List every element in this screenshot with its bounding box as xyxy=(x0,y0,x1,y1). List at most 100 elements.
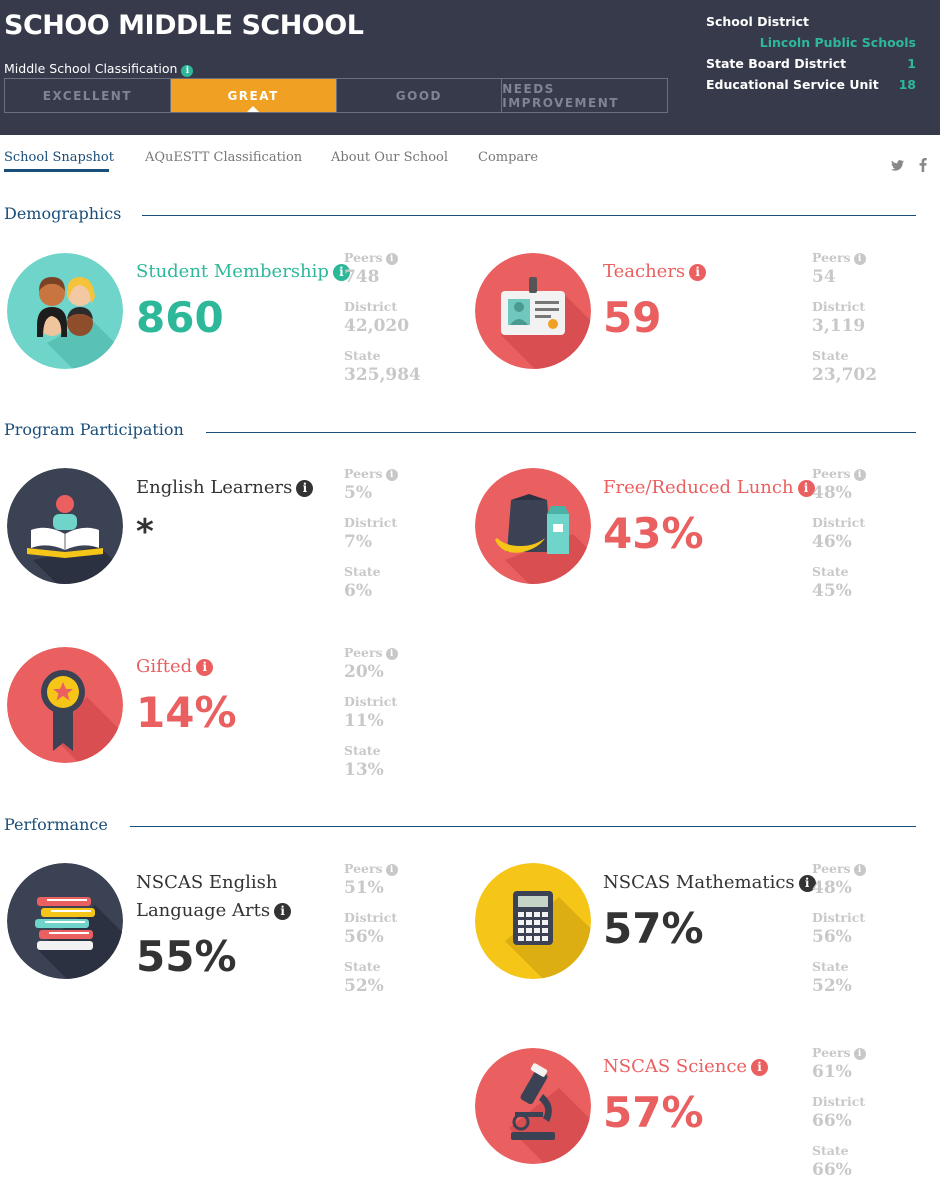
free-reduced-lunch-value: 43% xyxy=(603,509,704,558)
state-label: State xyxy=(812,1143,849,1158)
classification-rating-bar: EXCELLENT GREAT GOOD NEEDS IMPROVEMENT xyxy=(4,78,668,113)
teachers-info-icon[interactable]: i xyxy=(689,264,707,281)
nscas-ela-value: 55% xyxy=(136,932,237,981)
nscas-science-value: 57% xyxy=(603,1088,704,1137)
peers-label: Peers i xyxy=(812,466,866,481)
peers-info-icon[interactable]: i xyxy=(385,469,398,481)
teachers-value: 59 xyxy=(603,293,662,342)
twitter-icon[interactable] xyxy=(891,160,904,175)
free-reduced-lunch-label: Free/Reduced Lunch xyxy=(603,477,794,498)
peers-label: Peers i xyxy=(344,250,398,265)
section-divider xyxy=(130,826,916,827)
peers-value: 54 xyxy=(812,267,836,287)
rating-good[interactable]: GOOD xyxy=(337,79,503,112)
peers-label: Peers i xyxy=(812,1045,866,1060)
peers-info-icon[interactable]: i xyxy=(853,864,866,876)
classification-label: Middle School Classification i xyxy=(4,61,194,77)
school-district-value[interactable]: Lincoln Public Schools xyxy=(759,35,916,50)
metric-title-nscas-ela: NSCAS English Language Arts i xyxy=(136,869,292,925)
state-board-district-value: 1 xyxy=(907,56,916,71)
active-tab-underline xyxy=(4,169,109,172)
classification-label-text: Middle School Classification xyxy=(4,61,178,76)
district-label: District xyxy=(812,910,866,925)
rating-great[interactable]: GREAT xyxy=(170,79,337,112)
peers-label: Peers i xyxy=(344,466,398,481)
peers-info-icon[interactable]: i xyxy=(853,253,866,265)
tab-about-our-school[interactable]: About Our School xyxy=(331,150,449,165)
peers-info-icon[interactable]: i xyxy=(853,469,866,481)
student-membership-label: Student Membership xyxy=(136,261,329,282)
district-value: 56% xyxy=(344,927,384,947)
state-label: State xyxy=(812,959,849,974)
district-value: 7% xyxy=(344,532,372,552)
metric-title-teachers: Teachers i xyxy=(603,258,707,286)
district-label: District xyxy=(344,694,398,709)
classification-info-icon[interactable]: i xyxy=(181,65,194,77)
peers-info-icon[interactable]: i xyxy=(385,253,398,265)
id-badge-icon xyxy=(475,253,591,369)
award-ribbon-icon xyxy=(7,647,123,763)
state-label: State xyxy=(812,564,849,579)
district-value: 66% xyxy=(812,1111,852,1131)
state-value: 52% xyxy=(344,976,384,996)
district-value: 11% xyxy=(344,711,384,731)
peers-value: 748 xyxy=(344,267,380,287)
district-label: District xyxy=(812,299,866,314)
school-district-label: School District xyxy=(706,14,810,29)
peers-value: 48% xyxy=(812,878,852,898)
state-label: State xyxy=(344,959,381,974)
state-board-district-label: State Board District xyxy=(706,56,847,71)
english-learners-label: English Learners xyxy=(136,477,293,498)
rating-needs-improvement[interactable]: NEEDS IMPROVEMENT xyxy=(502,81,619,110)
nscas-ela-label-line1: NSCAS English xyxy=(136,872,278,893)
state-value: 13% xyxy=(344,760,384,780)
metric-title-nscas-math: NSCAS Mathematics i xyxy=(603,869,816,897)
district-value: 42,020 xyxy=(344,316,410,336)
district-label: District xyxy=(812,515,866,530)
facebook-icon[interactable] xyxy=(919,158,927,176)
tab-aquestt-classification[interactable]: AQuESTT Classification xyxy=(145,150,303,165)
state-value: 23,702 xyxy=(812,365,878,385)
district-label: District xyxy=(344,299,398,314)
peers-info-icon[interactable]: i xyxy=(385,648,398,660)
metric-title-free-reduced-lunch: Free/Reduced Lunch i xyxy=(603,474,815,502)
free-reduced-lunch-info-icon[interactable]: i xyxy=(797,480,815,497)
tab-school-snapshot[interactable]: School Snapshot xyxy=(4,150,114,165)
metric-title-student-membership: Student Membership i xyxy=(136,258,350,286)
section-title-performance: Performance xyxy=(4,815,108,834)
state-value: 45% xyxy=(812,581,852,601)
peers-value: 61% xyxy=(812,1062,852,1082)
metric-title-english-learners: English Learners i xyxy=(136,474,314,502)
nscas-math-info-icon[interactable]: i xyxy=(798,875,816,892)
state-value: 325,984 xyxy=(344,365,421,385)
tab-compare[interactable]: Compare xyxy=(478,150,539,165)
district-value: 46% xyxy=(812,532,852,552)
peers-info-icon[interactable]: i xyxy=(385,864,398,876)
peers-info-icon[interactable]: i xyxy=(853,1048,866,1060)
gifted-info-icon[interactable]: i xyxy=(196,659,214,676)
esu-value: 18 xyxy=(898,77,916,92)
peers-value: 51% xyxy=(344,878,384,898)
state-value: 66% xyxy=(812,1160,852,1180)
school-header: SCHOO MIDDLE SCHOOL Middle School Classi… xyxy=(0,0,940,135)
state-label: State xyxy=(344,348,381,363)
metric-title-gifted: Gifted i xyxy=(136,653,214,681)
section-title-program-participation: Program Participation xyxy=(4,420,184,439)
english-learners-info-icon[interactable]: i xyxy=(296,480,314,497)
students-icon xyxy=(7,253,123,369)
district-value: 56% xyxy=(812,927,852,947)
school-name: SCHOO MIDDLE SCHOOL xyxy=(4,10,364,41)
section-title-demographics: Demographics xyxy=(4,204,122,223)
nscas-ela-info-icon[interactable]: i xyxy=(274,903,292,920)
reading-book-icon xyxy=(7,468,123,584)
rating-excellent[interactable]: EXCELLENT xyxy=(5,79,171,112)
district-label: District xyxy=(344,910,398,925)
nscas-math-value: 57% xyxy=(603,904,704,953)
gifted-value: 14% xyxy=(136,688,237,737)
peers-label: Peers i xyxy=(812,861,866,876)
microscope-icon xyxy=(475,1048,591,1164)
teachers-label: Teachers xyxy=(603,261,686,282)
student-membership-info-icon[interactable]: i xyxy=(332,264,350,281)
nscas-science-info-icon[interactable]: i xyxy=(751,1059,769,1076)
student-membership-value: 860 xyxy=(136,293,224,342)
